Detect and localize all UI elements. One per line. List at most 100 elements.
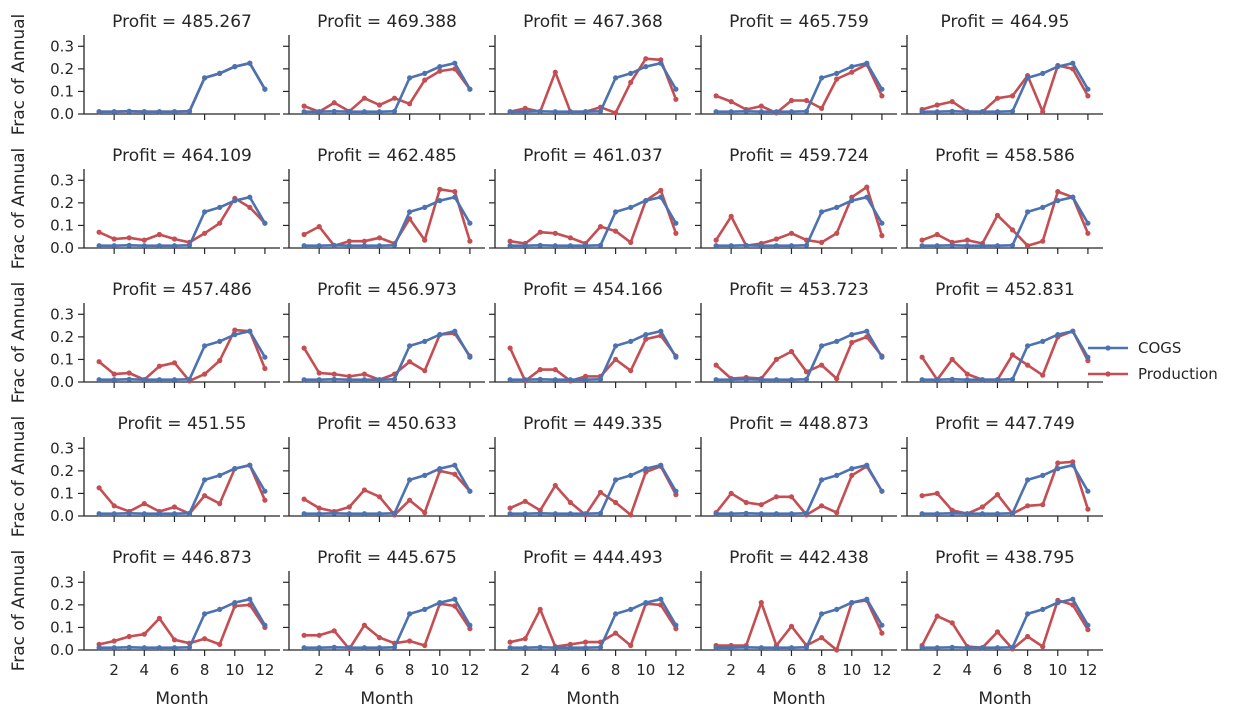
panel-title: Profit = 462.485 xyxy=(317,146,457,166)
production-point xyxy=(262,365,268,372)
cogs-point xyxy=(1040,338,1046,344)
production-point xyxy=(613,499,619,506)
cogs-point xyxy=(522,109,528,115)
cogs-point xyxy=(422,472,428,478)
x-tick-label: 4 xyxy=(963,661,973,679)
cogs-point xyxy=(834,338,840,344)
production-point xyxy=(331,371,337,377)
production-point xyxy=(111,503,117,509)
cogs-point xyxy=(713,377,719,383)
cogs-point xyxy=(96,645,102,651)
cogs-point xyxy=(728,511,734,517)
cogs-point xyxy=(217,606,223,613)
cogs-point xyxy=(919,109,925,115)
production-point xyxy=(202,636,208,642)
cogs-point xyxy=(1085,488,1091,494)
cogs-point xyxy=(437,466,443,472)
cogs-point xyxy=(713,243,719,249)
production-point xyxy=(949,356,955,362)
cogs-point xyxy=(1070,328,1076,334)
y-tick-label: 0.1 xyxy=(50,82,74,100)
production-line xyxy=(508,334,677,383)
production-point xyxy=(949,99,955,105)
production-point xyxy=(262,497,268,503)
cogs-point xyxy=(658,462,664,468)
production-point xyxy=(673,230,679,236)
production-point xyxy=(217,358,223,364)
cogs-point xyxy=(758,243,764,249)
cogs-point xyxy=(1055,198,1061,204)
cogs-point xyxy=(331,644,337,650)
y-axis-label: Frac of Annual xyxy=(9,282,29,404)
production-point xyxy=(361,371,367,377)
production-point xyxy=(171,637,178,643)
production-line xyxy=(921,329,1090,382)
x-tick-label: 10 xyxy=(842,661,861,679)
cogs-point xyxy=(1025,343,1031,349)
panel-title: Profit = 457.486 xyxy=(112,280,252,300)
cogs-point xyxy=(773,645,780,651)
cogs-point xyxy=(919,645,925,651)
cogs-point xyxy=(879,622,885,628)
cogs-point xyxy=(331,376,337,382)
cogs-point xyxy=(301,377,307,383)
production-point xyxy=(452,471,458,477)
production-point xyxy=(202,230,208,236)
cogs-point xyxy=(126,108,132,114)
production-point xyxy=(156,231,162,238)
production-point xyxy=(934,490,940,496)
y-tick-label: 0.2 xyxy=(50,596,74,614)
cogs-point xyxy=(879,488,885,494)
production-point xyxy=(522,498,528,504)
cogs-point xyxy=(673,354,679,360)
cogs-point xyxy=(849,466,855,472)
cogs-point xyxy=(537,242,543,248)
x-axis-label: Month xyxy=(155,689,208,709)
production-line xyxy=(99,61,267,113)
production-point xyxy=(156,615,162,622)
x-tick-label: 2 xyxy=(520,661,530,679)
production-point xyxy=(422,642,428,649)
production-point xyxy=(301,231,307,238)
x-tick-label: 12 xyxy=(1078,661,1097,679)
cogs-point xyxy=(819,75,825,81)
production-point xyxy=(788,494,795,500)
production-point xyxy=(628,368,634,374)
x-tick-label: 8 xyxy=(817,661,827,679)
cogs-point xyxy=(1040,472,1046,478)
production-point xyxy=(597,489,604,495)
x-tick-label: 10 xyxy=(430,661,449,679)
x-tick-label: 6 xyxy=(170,661,180,679)
production-line xyxy=(98,328,267,383)
production-point xyxy=(934,231,940,238)
production-point xyxy=(582,639,589,645)
cogs-point xyxy=(934,109,940,115)
production-point xyxy=(156,363,162,369)
cogs-point xyxy=(507,511,513,517)
cogs-point xyxy=(202,75,208,81)
production-line xyxy=(303,67,471,113)
cogs-point xyxy=(864,194,870,200)
cogs-point xyxy=(552,377,558,383)
production-point xyxy=(437,186,443,192)
production-point xyxy=(552,482,558,489)
production-point xyxy=(728,213,734,219)
cogs-point xyxy=(964,243,970,249)
cogs-point xyxy=(171,243,178,249)
panel-title: Profit = 438.795 xyxy=(935,548,1075,568)
production-point xyxy=(758,600,764,606)
cogs-point xyxy=(262,354,268,360)
production-point xyxy=(316,505,322,511)
cogs-point xyxy=(834,204,840,210)
production-point xyxy=(171,360,178,366)
cogs-point xyxy=(331,108,337,114)
production-point xyxy=(643,56,649,62)
production-point xyxy=(758,502,764,508)
cogs-point xyxy=(673,622,679,628)
cogs-point xyxy=(331,242,337,248)
x-tick-label: 6 xyxy=(581,661,591,679)
cogs-point xyxy=(217,70,223,76)
cogs-point xyxy=(507,243,513,249)
cogs-point xyxy=(597,242,604,248)
cogs-line xyxy=(922,329,1090,382)
